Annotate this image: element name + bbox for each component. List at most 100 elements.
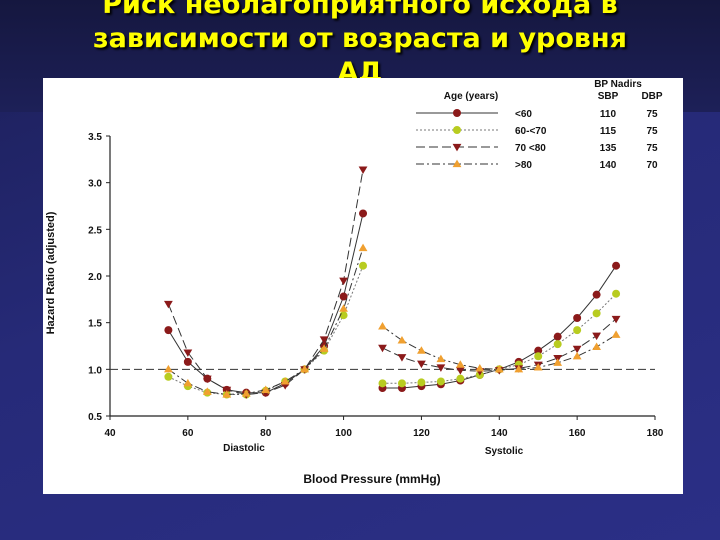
chart-panel: Hazard Ratio (adjusted) Blood Pressure (… xyxy=(43,78,683,494)
data-point xyxy=(534,346,543,355)
data-point xyxy=(534,352,543,361)
data-point xyxy=(573,326,582,335)
legend-sbp-header: SBP xyxy=(598,91,619,102)
data-point xyxy=(553,358,563,366)
data-point xyxy=(183,378,193,387)
data-point xyxy=(592,342,602,351)
data-point xyxy=(436,364,446,372)
series xyxy=(164,261,621,399)
legend-dbp-nadir: 75 xyxy=(646,109,658,120)
data-point xyxy=(339,304,348,312)
x-tick-label: 120 xyxy=(413,428,430,439)
data-point xyxy=(612,261,621,270)
data-point xyxy=(202,387,212,395)
legend: <60 110 75 60-<70 115 75 70 <80 135 75 >80 140 70 xyxy=(416,109,658,171)
data-point xyxy=(397,336,407,344)
series-line xyxy=(382,325,617,370)
y-tick-label: 2.0 xyxy=(88,272,102,283)
data-point xyxy=(572,345,582,354)
data-point xyxy=(202,375,212,384)
data-point xyxy=(611,330,621,338)
x-tick-label: 40 xyxy=(104,428,116,439)
data-point xyxy=(241,389,251,397)
data-point xyxy=(475,364,485,372)
data-point xyxy=(572,351,582,360)
data-point xyxy=(319,344,329,352)
data-point xyxy=(378,322,387,330)
data-point xyxy=(397,379,406,388)
data-point xyxy=(592,290,601,299)
axes: 0.5 1.0 1.5 2.0 2.5 3.0 3.5 40 60 80 100 120 140 160 1… xyxy=(88,132,664,439)
series-layer xyxy=(163,166,621,399)
data-point xyxy=(611,315,621,324)
legend-dbp-nadir: 70 xyxy=(646,160,658,171)
legend-entry: >80 xyxy=(515,160,532,171)
data-point xyxy=(163,300,173,309)
data-point xyxy=(359,209,368,218)
data-point xyxy=(455,367,465,375)
data-point xyxy=(359,261,368,270)
x-tick-label: 160 xyxy=(569,428,586,439)
data-point xyxy=(592,332,602,341)
slide-title: Риск неблагоприятного исхода в зависимос… xyxy=(0,0,720,90)
data-point xyxy=(183,357,192,366)
data-point xyxy=(183,349,193,357)
legend-sbp-nadir: 140 xyxy=(600,160,617,171)
data-point xyxy=(417,378,426,387)
data-point xyxy=(453,109,461,117)
legend-sbp-nadir: 135 xyxy=(600,143,617,154)
data-point xyxy=(452,159,462,168)
series-line xyxy=(168,265,364,395)
data-point xyxy=(397,354,407,362)
data-point xyxy=(453,126,461,134)
data-point xyxy=(455,360,465,368)
data-point xyxy=(533,363,543,371)
series xyxy=(163,243,621,398)
data-point xyxy=(456,374,465,383)
data-point xyxy=(358,166,368,174)
data-point xyxy=(436,354,446,363)
legend-entry: 60-<70 xyxy=(515,126,547,137)
data-point xyxy=(339,292,348,301)
data-point xyxy=(592,309,601,318)
x-tick-label: 100 xyxy=(335,428,352,439)
legend-title: Age (years) xyxy=(444,91,498,102)
legend-dbp-header: DBP xyxy=(641,91,662,102)
series-line xyxy=(168,247,364,396)
y-tick-label: 2.5 xyxy=(88,225,102,236)
data-point xyxy=(261,385,271,393)
data-point xyxy=(573,314,582,322)
legend-sbp-nadir: 110 xyxy=(600,109,617,120)
x-tick-label: 60 xyxy=(182,428,194,439)
legend-dbp-nadir: 75 xyxy=(646,143,658,154)
diastolic-label: Diastolic xyxy=(223,443,265,454)
data-point xyxy=(339,311,348,320)
x-tick-label: 80 xyxy=(260,428,272,439)
data-point xyxy=(553,340,562,349)
data-point xyxy=(222,390,232,398)
data-point xyxy=(300,364,310,373)
data-point xyxy=(553,332,562,341)
data-point xyxy=(163,364,173,373)
data-point xyxy=(164,326,173,335)
data-point xyxy=(339,277,348,286)
series-line xyxy=(167,169,364,396)
y-tick-label: 1.0 xyxy=(88,365,102,376)
data-point xyxy=(319,336,329,344)
data-point xyxy=(358,243,368,252)
legend-sbp-nadir: 115 xyxy=(600,126,617,137)
series-line xyxy=(382,318,617,372)
title-line-1: Риск неблагоприятного исхода в xyxy=(102,0,618,20)
data-point xyxy=(452,143,462,152)
y-tick-label: 0.5 xyxy=(88,412,102,423)
data-point xyxy=(280,377,290,385)
data-point xyxy=(612,289,621,298)
y-tick-label: 1.5 xyxy=(88,319,102,330)
x-axis-label: Blood Pressure (mmHg) xyxy=(303,472,440,486)
y-tick-label: 3.5 xyxy=(88,132,102,143)
data-point xyxy=(378,379,387,388)
x-tick-label: 140 xyxy=(491,428,508,439)
x-tick-label: 180 xyxy=(647,428,664,439)
legend-nadirs-title: BP Nadirs xyxy=(594,79,642,90)
systolic-label: Systolic xyxy=(485,446,524,457)
